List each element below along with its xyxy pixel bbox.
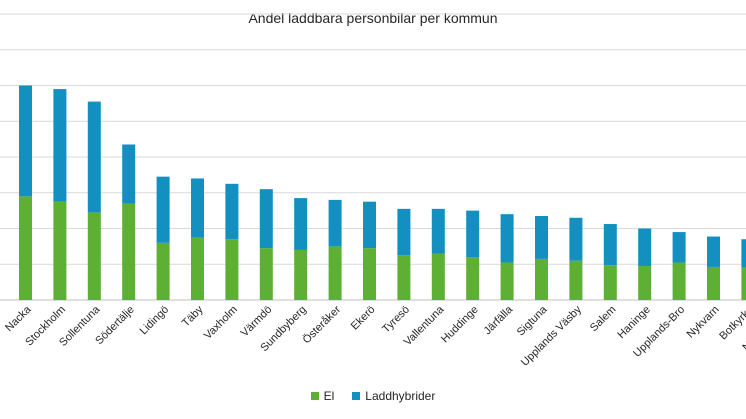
bar-laddhybrider [569, 217, 583, 261]
bar-el [87, 212, 101, 300]
x-tick-label: Nacka [3, 303, 34, 334]
bar-laddhybrider [397, 208, 411, 256]
legend-label-laddhybrider: Laddhybrider [365, 389, 436, 403]
bar-laddhybrider [466, 210, 480, 258]
bar-el [363, 248, 376, 300]
x-tick-label: Vaxholm [202, 304, 240, 342]
bar-el [638, 266, 652, 300]
bar-laddhybrider [741, 239, 746, 268]
bar-el [259, 248, 273, 300]
bar-el [466, 257, 480, 300]
x-tick-label: Upplands Väsby [519, 303, 584, 368]
legend-item-el: El [310, 389, 335, 403]
bar-el [707, 266, 720, 300]
bar-laddhybrider [87, 101, 101, 213]
legend-swatch-el [310, 392, 319, 400]
bar-laddhybrider [259, 189, 273, 249]
x-tick-label: Huddinge [439, 304, 481, 346]
bar-el [294, 249, 308, 300]
bar-el [603, 265, 617, 300]
bar-laddhybrider [603, 224, 617, 266]
bar-laddhybrider [672, 232, 686, 263]
bar-el [191, 237, 204, 300]
bar-laddhybrider [156, 176, 170, 243]
bar-el [156, 242, 170, 300]
legend-label-el: El [323, 389, 335, 403]
bar-laddhybrider [363, 201, 376, 249]
x-tick-label: Täby [180, 303, 206, 329]
x-tick-label: Tyresö [380, 304, 412, 336]
bar-el [535, 258, 548, 300]
bar-laddhybrider [328, 199, 342, 247]
x-tick-label: Nykvarn [685, 304, 722, 341]
bar-laddhybrider [53, 89, 67, 202]
legend-item-laddhybrider: Laddhybrider [352, 389, 435, 403]
bar-laddhybrider [225, 183, 239, 240]
bar-el [397, 255, 411, 300]
bar-laddhybrider [191, 178, 204, 238]
bar-laddhybrider [294, 198, 308, 250]
bar-el [19, 196, 32, 300]
bar-laddhybrider [707, 236, 720, 267]
bar-el [672, 262, 686, 300]
bar-el [225, 239, 239, 300]
bar-laddhybrider [431, 208, 445, 254]
bar-laddhybrider [19, 85, 32, 197]
bar-el [741, 267, 746, 300]
x-tick-label: Botkyrka [717, 303, 746, 342]
legend: El Laddhybrider [0, 389, 746, 403]
legend-swatch-laddhybrider [352, 392, 361, 400]
bar-laddhybrider [535, 215, 548, 259]
bar-el [569, 260, 583, 300]
x-tick-label: Salem [588, 304, 619, 335]
bar-laddhybrider [500, 214, 514, 263]
bar-el [431, 253, 445, 300]
x-tick-label: Österåker [301, 303, 344, 346]
bar-el [500, 262, 514, 300]
bar-laddhybrider [638, 228, 652, 267]
bar-el [122, 203, 136, 300]
x-tick-label: Ekerö [349, 304, 378, 333]
bar-laddhybrider [122, 144, 136, 204]
bar-el [53, 201, 67, 300]
x-tick-label: Lidingö [138, 304, 172, 338]
bar-el [328, 246, 342, 300]
x-tick-label: Järfälla [482, 303, 516, 337]
